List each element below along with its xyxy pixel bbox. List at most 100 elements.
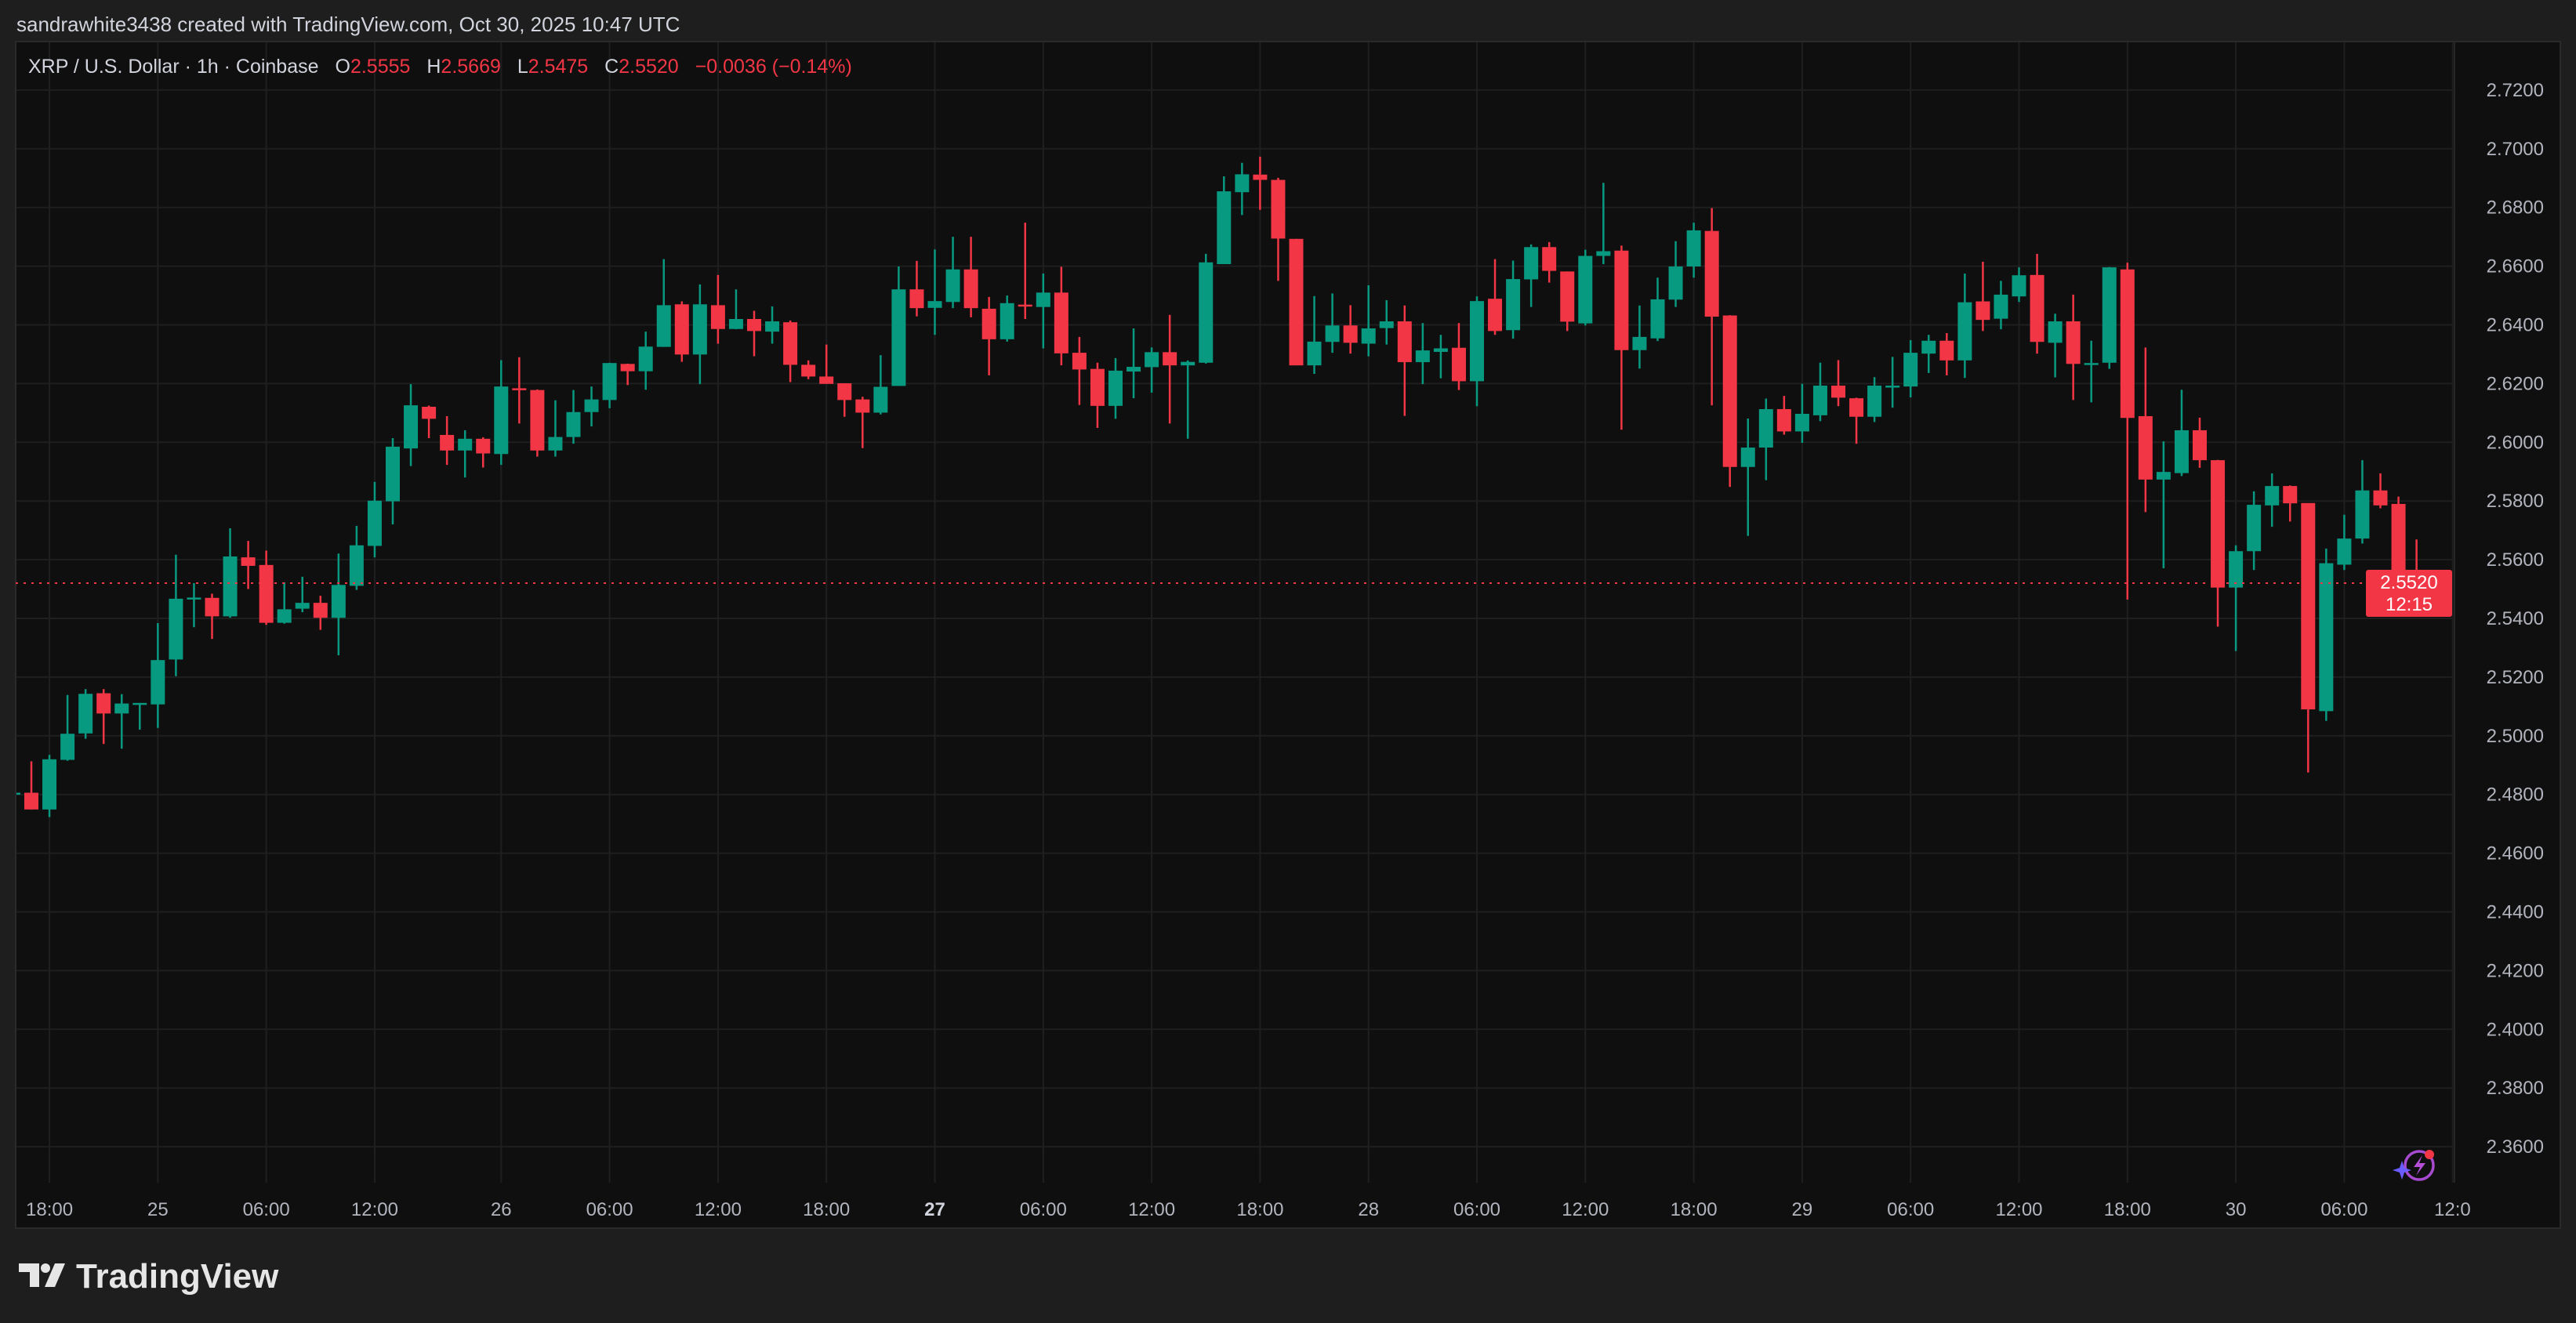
candle-up[interactable] xyxy=(1921,335,1936,373)
candle-up[interactable] xyxy=(1127,328,1141,399)
candle-down[interactable] xyxy=(1614,245,1629,430)
candle-down[interactable] xyxy=(783,320,798,382)
candle-down[interactable] xyxy=(2193,417,2207,468)
candle-down[interactable] xyxy=(819,344,834,384)
candle-down[interactable] xyxy=(2030,253,2044,354)
candle-down[interactable] xyxy=(1849,397,1864,444)
candle-up[interactable] xyxy=(1000,295,1014,342)
candle-up[interactable] xyxy=(1145,347,1159,393)
candle-up[interactable] xyxy=(2012,267,2026,303)
candle-up[interactable] xyxy=(1812,362,1827,422)
candle-down[interactable] xyxy=(2120,263,2135,600)
candle-down[interactable] xyxy=(530,389,545,457)
candle-up[interactable] xyxy=(2156,441,2171,568)
candle-up[interactable] xyxy=(1596,183,1611,264)
candle-down[interactable] xyxy=(2301,502,2316,773)
candle-up[interactable] xyxy=(1632,305,1647,369)
candle-up[interactable] xyxy=(1758,398,1773,480)
candle-down[interactable] xyxy=(747,310,761,357)
candle-down[interactable] xyxy=(476,437,491,468)
candle-down[interactable] xyxy=(1072,336,1087,405)
candle-up[interactable] xyxy=(1650,277,1665,342)
candle-up[interactable] xyxy=(1235,162,1250,216)
candle-up[interactable] xyxy=(602,362,617,408)
candle-down[interactable] xyxy=(1488,259,1503,335)
candle-up[interactable] xyxy=(548,400,563,457)
candle-down[interactable] xyxy=(1939,332,1954,375)
candle-down[interactable] xyxy=(241,541,256,589)
candle-down[interactable] xyxy=(1831,360,1845,407)
candle-up[interactable] xyxy=(765,306,780,344)
candle-down[interactable] xyxy=(801,360,816,379)
candle-down[interactable] xyxy=(710,274,725,344)
candle-down[interactable] xyxy=(620,363,635,386)
price-axis[interactable]: 2.7200 2.7000 2.6800 2.6600 2.6400 2.6200 2.60… xyxy=(2487,80,2544,1158)
candle-up[interactable] xyxy=(656,259,671,347)
candle-up[interactable] xyxy=(1524,244,1539,307)
candle-up[interactable] xyxy=(367,481,382,558)
candle-up[interactable] xyxy=(1307,295,1322,375)
candle-down[interactable] xyxy=(313,596,328,630)
candle-down[interactable] xyxy=(1722,315,1737,488)
candle-down[interactable] xyxy=(1451,323,1466,390)
candle-up[interactable] xyxy=(1740,418,1755,536)
candle-down[interactable] xyxy=(1163,314,1177,424)
candle-down[interactable] xyxy=(24,761,38,810)
candle-up[interactable] xyxy=(151,622,165,728)
legend-symbol[interactable]: XRP / U.S. Dollar · 1h · Coinbase xyxy=(28,56,319,78)
candle-up[interactable] xyxy=(494,360,509,466)
candle-up[interactable] xyxy=(114,694,129,749)
candle-up[interactable] xyxy=(945,237,960,309)
candle-down[interactable] xyxy=(1289,238,1304,366)
candle-up[interactable] xyxy=(1957,273,1972,379)
candle-down[interactable] xyxy=(1090,362,1105,428)
candle-up[interactable] xyxy=(1181,360,1195,439)
candle-up[interactable] xyxy=(2102,266,2117,369)
candle-up[interactable] xyxy=(2337,514,2352,571)
candle-up[interactable] xyxy=(1686,223,1701,278)
candle-up[interactable] xyxy=(1433,335,1448,379)
candle-up[interactable] xyxy=(2174,390,2189,477)
candle-down[interactable] xyxy=(2373,473,2388,509)
candle-up[interactable] xyxy=(1794,383,1809,444)
candle-down[interactable] xyxy=(1560,271,1575,332)
candle-up[interactable] xyxy=(60,694,75,761)
candle-up[interactable] xyxy=(1578,249,1593,326)
candle-down[interactable] xyxy=(855,397,870,448)
candle-up[interactable] xyxy=(584,386,599,427)
candle-down[interactable] xyxy=(96,689,111,745)
candle-up[interactable] xyxy=(873,355,888,415)
candle-up[interactable] xyxy=(78,689,93,739)
candle-up[interactable] xyxy=(2355,460,2370,544)
candle-up[interactable] xyxy=(1885,357,1900,408)
candle-up[interactable] xyxy=(1361,285,1376,357)
candle-down[interactable] xyxy=(259,550,274,625)
candle-up[interactable] xyxy=(728,289,743,330)
candle-up[interactable] xyxy=(349,526,364,590)
candle-up[interactable] xyxy=(404,384,419,466)
candle-up[interactable] xyxy=(1994,281,2008,330)
candle-down[interactable] xyxy=(2138,347,2153,513)
candle-up[interactable] xyxy=(223,528,238,618)
candle-down[interactable] xyxy=(1343,305,1358,354)
candle-up[interactable] xyxy=(169,554,183,676)
candle-up[interactable] xyxy=(1108,357,1123,419)
candle-up[interactable] xyxy=(1415,323,1430,385)
candle-down[interactable] xyxy=(909,260,924,317)
candle-up[interactable] xyxy=(1325,293,1340,353)
candle-down[interactable] xyxy=(674,301,689,362)
candle-down[interactable] xyxy=(512,357,527,424)
candle-up[interactable] xyxy=(927,249,942,335)
candle-up[interactable] xyxy=(6,792,20,796)
time-axis[interactable]: 18:00 25 06:00 12:00 26 06:00 12:00 18:00 27 06:0… xyxy=(26,1199,2471,1220)
candle-down[interactable] xyxy=(981,296,996,375)
candle-up[interactable] xyxy=(1217,176,1232,264)
candle-up[interactable] xyxy=(2319,548,2334,721)
candle-up[interactable] xyxy=(2265,473,2280,527)
candle-up[interactable] xyxy=(1867,377,1882,422)
candle-down[interactable] xyxy=(1542,241,1557,283)
candle-up[interactable] xyxy=(2048,314,2063,378)
candle-down[interactable] xyxy=(422,405,437,439)
candle-up[interactable] xyxy=(1379,300,1394,345)
candle-up[interactable] xyxy=(42,755,57,817)
